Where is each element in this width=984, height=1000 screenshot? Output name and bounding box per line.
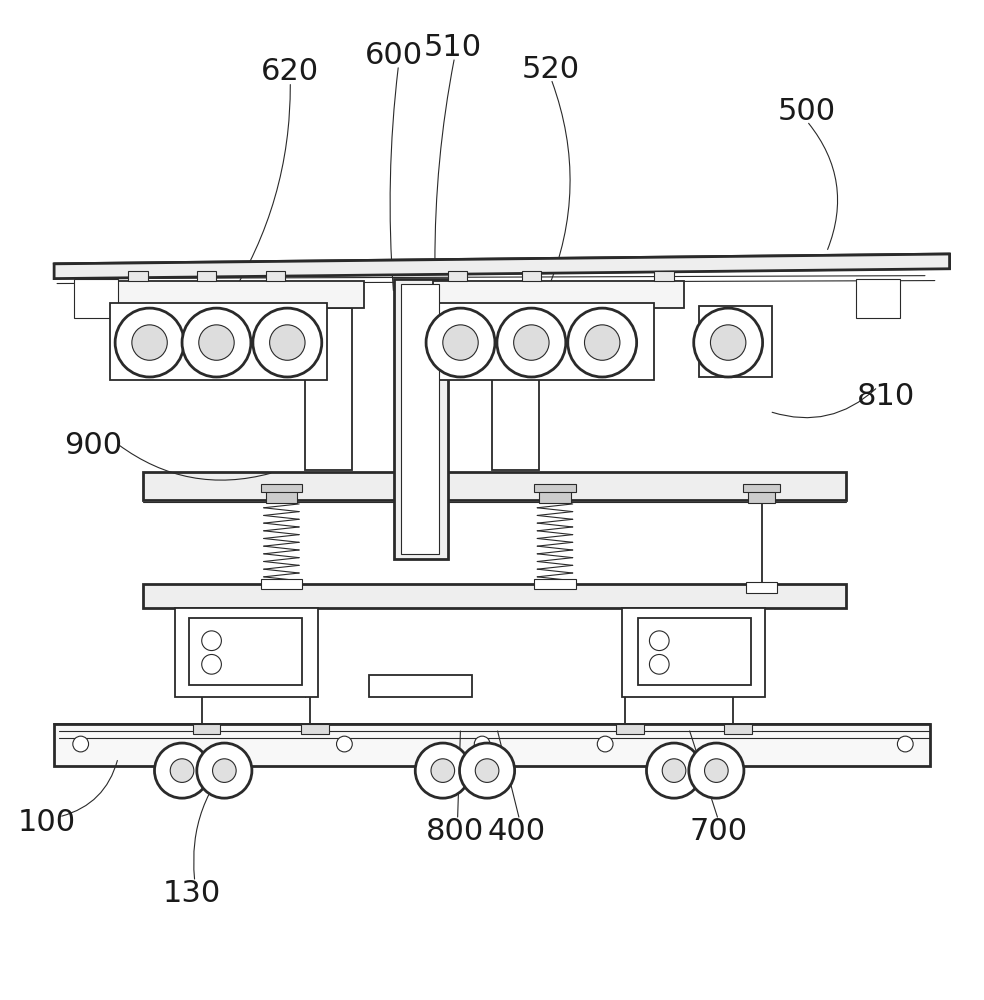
Text: 800: 800 (425, 817, 484, 846)
Bar (54, 724, 930, 766)
Bar (143, 584, 846, 608)
Bar (438, 303, 654, 380)
Circle shape (649, 631, 669, 651)
Bar (448, 271, 467, 281)
Circle shape (199, 325, 234, 360)
Circle shape (431, 759, 455, 782)
Circle shape (514, 325, 549, 360)
Bar (534, 484, 576, 492)
Circle shape (132, 325, 167, 360)
Bar (261, 484, 302, 492)
Bar (699, 306, 772, 377)
Bar (128, 271, 148, 281)
Bar (74, 279, 118, 318)
Circle shape (202, 631, 221, 651)
Bar (654, 271, 674, 281)
Circle shape (475, 759, 499, 782)
Bar (266, 491, 297, 503)
Circle shape (662, 759, 686, 782)
Bar (143, 472, 846, 500)
Circle shape (415, 743, 470, 798)
Bar (197, 271, 216, 281)
Circle shape (426, 308, 495, 377)
Circle shape (202, 654, 221, 674)
Text: 520: 520 (522, 55, 581, 84)
Circle shape (115, 308, 184, 377)
Bar (261, 579, 302, 589)
Text: 810: 810 (856, 382, 915, 411)
Circle shape (689, 743, 744, 798)
Bar (110, 303, 327, 380)
Circle shape (710, 325, 746, 360)
Bar (539, 491, 571, 503)
Text: 900: 900 (64, 431, 123, 460)
Bar (638, 618, 751, 685)
Bar (266, 271, 285, 281)
Bar (748, 491, 775, 503)
Circle shape (182, 308, 251, 377)
Circle shape (646, 743, 702, 798)
Bar (301, 724, 329, 734)
Circle shape (460, 743, 515, 798)
Bar (189, 618, 302, 685)
Bar (522, 271, 541, 281)
Bar (724, 724, 752, 734)
Text: 500: 500 (777, 97, 836, 126)
Bar (622, 608, 765, 697)
Circle shape (597, 736, 613, 752)
Bar (305, 308, 352, 470)
Text: 400: 400 (487, 817, 546, 846)
Circle shape (649, 654, 669, 674)
Circle shape (897, 736, 913, 752)
Bar (369, 675, 472, 697)
Circle shape (73, 736, 89, 752)
Bar (856, 279, 900, 318)
Circle shape (253, 308, 322, 377)
Circle shape (694, 308, 763, 377)
Bar (401, 284, 439, 554)
Circle shape (270, 325, 305, 360)
Text: 510: 510 (423, 33, 482, 62)
Bar (746, 582, 777, 593)
Circle shape (568, 308, 637, 377)
Circle shape (154, 743, 210, 798)
Bar (616, 724, 644, 734)
Circle shape (705, 759, 728, 782)
Circle shape (213, 759, 236, 782)
Bar (743, 484, 780, 492)
Circle shape (443, 325, 478, 360)
Bar (113, 281, 364, 308)
Bar (394, 279, 448, 559)
Text: 600: 600 (364, 41, 423, 70)
Circle shape (337, 736, 352, 752)
Circle shape (584, 325, 620, 360)
Text: 620: 620 (261, 57, 320, 86)
Bar (534, 579, 576, 589)
Text: 700: 700 (689, 817, 748, 846)
Bar (175, 608, 318, 697)
Circle shape (170, 759, 194, 782)
Text: 100: 100 (18, 808, 77, 837)
Bar (492, 308, 539, 470)
Circle shape (197, 743, 252, 798)
Text: 130: 130 (162, 879, 221, 908)
Circle shape (474, 736, 490, 752)
Bar (433, 281, 684, 308)
Circle shape (497, 308, 566, 377)
Bar (193, 724, 220, 734)
Polygon shape (54, 254, 950, 279)
